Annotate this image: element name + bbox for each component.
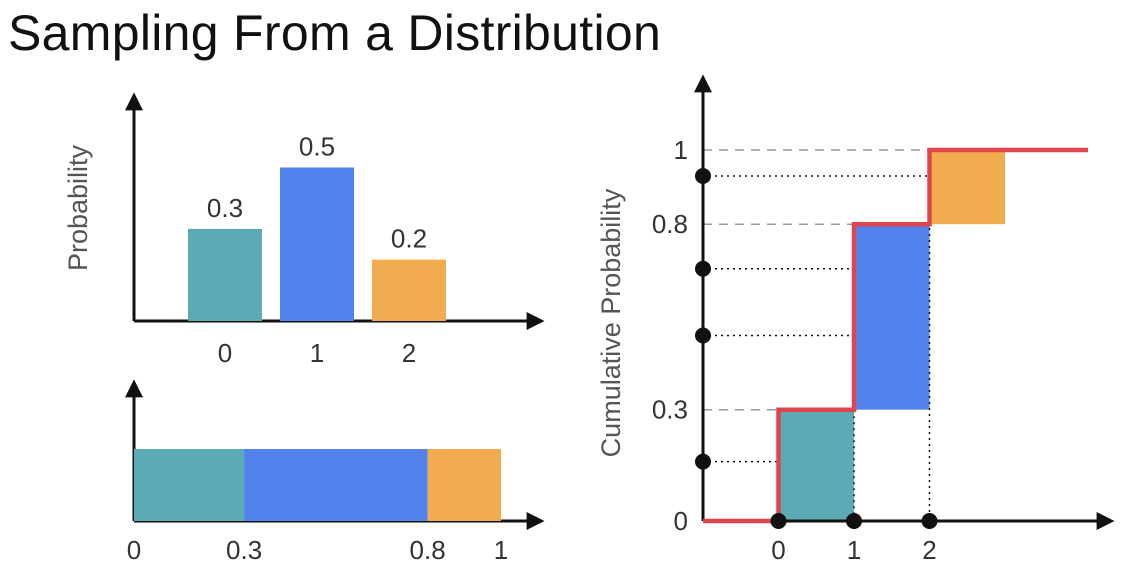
pmf-chart: Probability 0.3 0.5 0.2 0 1 2: [63, 92, 545, 368]
cdf-blocks: [778, 150, 1005, 521]
interval-tick-labels: 0 0.3 0.8 1: [127, 535, 508, 565]
cdf-block-0: [778, 409, 854, 521]
cdf-x-tick-2: 2: [922, 535, 936, 565]
cdf-y-tick-0: 0: [674, 506, 688, 536]
cdf-y-tick-1: 1: [674, 135, 688, 165]
interval-chart: 0 0.3 0.8 1: [125, 379, 545, 565]
pmf-bar-1: [280, 167, 354, 321]
pmf-bar-0: [188, 228, 262, 321]
cdf-step-line: [703, 147, 1089, 524]
interval-tick-0.3: 0.3: [226, 535, 262, 565]
cdf-sample-point-3: [695, 167, 711, 184]
interval-segment-2: [427, 449, 501, 521]
cdf-x-tick-0: 0: [771, 535, 785, 565]
cdf-outcome-point-2: [921, 513, 938, 529]
cdf-outcome-point-0: [770, 513, 787, 529]
cdf-block-2: [929, 150, 1005, 225]
cdf-sample-point-0: [695, 453, 711, 470]
pmf-value-label-2: 0.2: [391, 224, 427, 254]
pmf-value-label-0: 0.3: [207, 193, 243, 223]
pmf-x-tick-1: 1: [310, 338, 324, 368]
interval-tick-1: 1: [494, 535, 508, 565]
cdf-y-tick-0.8: 0.8: [652, 209, 688, 239]
cdf-outcome-point-1: [846, 513, 862, 529]
cdf-x-tick-labels: 0 1 2: [771, 535, 936, 565]
pmf-bars: [188, 167, 446, 321]
pmf-x-tick-2: 2: [402, 338, 416, 368]
cdf-points: [695, 167, 938, 529]
interval-segment-1: [244, 449, 428, 521]
pmf-bar-2: [372, 259, 446, 321]
cdf-y-axis-label: Cumulative Probability: [596, 188, 626, 457]
pmf-x-tick-0: 0: [218, 338, 232, 368]
pmf-x-tick-labels: 0 1 2: [218, 338, 416, 368]
cdf-sample-point-1: [695, 327, 711, 344]
cdf-sample-point-2: [695, 260, 711, 277]
cdf-y-tick-0.3: 0.3: [652, 395, 688, 425]
page-title: Sampling From a Distribution: [8, 5, 662, 61]
cdf-chart: Cumulative Probability 0 0.3 0.8 1 0 1 2: [596, 74, 1115, 565]
pmf-value-labels: 0.3 0.5 0.2: [207, 132, 427, 254]
interval-tick-0: 0: [127, 535, 141, 565]
pmf-value-label-1: 0.5: [299, 132, 335, 162]
cdf-y-tick-labels: 0 0.3 0.8 1: [652, 135, 688, 536]
interval-tick-0.8: 0.8: [410, 535, 446, 565]
interval-segment-0: [134, 449, 245, 521]
cdf-x-tick-1: 1: [847, 535, 861, 565]
cdf-block-1: [854, 224, 930, 410]
interval-segments: [134, 449, 501, 521]
pmf-y-axis-label: Probability: [63, 144, 93, 271]
